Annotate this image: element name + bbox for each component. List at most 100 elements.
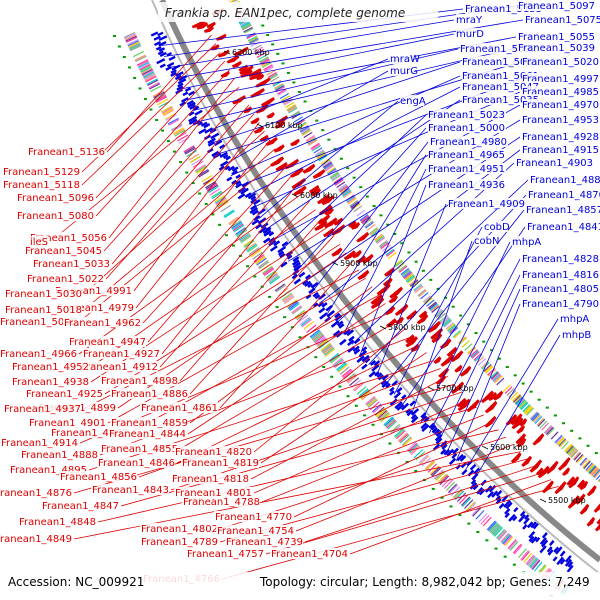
gene-label[interactable]: Franean1_5055	[518, 32, 595, 43]
gene-label[interactable]: mraY	[456, 15, 483, 26]
gene-label[interactable]: Franean1_5045	[25, 246, 102, 257]
gene-label[interactable]: Franean1_4859	[111, 418, 188, 429]
gene-label[interactable]: Franean1_4754	[217, 526, 294, 537]
forward-gene-arrow	[159, 51, 167, 57]
gene-label[interactable]: Franean1_4820	[175, 447, 252, 458]
gene-label[interactable]: mhpB	[562, 330, 591, 341]
gene-label[interactable]: Franean1_4801	[175, 488, 252, 499]
gene-label[interactable]: Franean1_5033	[33, 259, 110, 270]
gene-label[interactable]: Franean1_4704	[271, 549, 348, 560]
gene-label[interactable]: Franean1_4925	[26, 389, 103, 400]
gene-label[interactable]: Franean1_4819	[182, 458, 259, 469]
gene-label[interactable]: Franean1_4816	[522, 270, 599, 281]
gene-label[interactable]: Franean1_4870	[528, 190, 600, 201]
gene-label[interactable]: Franean1_5129	[3, 167, 80, 178]
gene-label[interactable]: Franean1_5030	[5, 289, 82, 300]
gene-label[interactable]: ileS	[30, 237, 48, 248]
gene-label[interactable]: Franean1_4848	[19, 517, 96, 528]
gene-label[interactable]: Franean1_4788	[183, 497, 260, 508]
gene-label[interactable]: Franean1_5081	[462, 57, 539, 68]
gene-label[interactable]: mhpA	[512, 237, 541, 248]
gene-label[interactable]: Franean1_5133	[465, 4, 542, 15]
gene-label[interactable]: Franean1_4855	[101, 444, 178, 455]
gene-label[interactable]: Franean1_4951	[428, 164, 505, 175]
gene-label[interactable]: Franean1_4856	[60, 472, 137, 483]
gene-label[interactable]: Franean1_4886	[111, 389, 188, 400]
gene-label[interactable]: Franean1_4915	[522, 145, 599, 156]
gene-label[interactable]: Franean1_4895	[10, 465, 87, 476]
gene-label[interactable]: Franean1_4887	[51, 428, 128, 439]
gene-label[interactable]: Franean1_4790	[522, 299, 599, 310]
gene-label[interactable]: Franean1_4952	[12, 362, 89, 373]
gene-label[interactable]: Franean1_4889	[530, 175, 600, 186]
gene-label[interactable]: Franean1_4847	[42, 501, 119, 512]
gene-label[interactable]: Franean1_5075	[525, 15, 600, 26]
gene-label[interactable]: Franean1_4841	[527, 222, 600, 233]
gene-label[interactable]: mhpA	[560, 314, 589, 325]
gene-label[interactable]: mraW	[390, 54, 420, 65]
gene-label[interactable]: Franean1_4953	[522, 115, 599, 126]
gene-label[interactable]: Franean1_5000	[428, 123, 505, 134]
gene-label[interactable]: cobN	[474, 236, 499, 247]
gene-label[interactable]: Franean1_4997	[522, 74, 599, 85]
gene-label[interactable]: Franean1_4789	[141, 537, 218, 548]
gene-label[interactable]: Franean1_4876	[0, 488, 72, 499]
gene-label[interactable]: engA	[400, 96, 426, 107]
gene-label[interactable]: Franean1_5056	[30, 233, 107, 244]
gene-label[interactable]: Franean1_5039	[518, 43, 595, 54]
gene-label[interactable]: Franean1_4927	[83, 349, 160, 360]
gene-label[interactable]: Franean1_4936	[428, 180, 505, 191]
gene-label[interactable]: Franean1_5080	[17, 211, 94, 222]
gene-label[interactable]: Franean1_4928	[522, 132, 599, 143]
gene-label[interactable]: Franean1_4985	[522, 87, 599, 98]
gene-label[interactable]: Franean1_5136	[28, 147, 105, 158]
gene-label[interactable]: Franean1_5096	[17, 193, 94, 204]
gene-label[interactable]: cobD	[484, 222, 510, 233]
gene-label[interactable]: Franean1_5006	[0, 317, 77, 328]
gene-label[interactable]: Franean1_4966	[0, 349, 77, 360]
gene-label[interactable]: Franean1_4818	[172, 474, 249, 485]
gene-label[interactable]: Franean1_4991	[55, 286, 132, 297]
gene-label[interactable]: Franean1_4857	[526, 205, 600, 216]
annotation-tick	[211, 190, 222, 198]
gene-label[interactable]: Franean1_4947	[69, 337, 146, 348]
gene-label[interactable]: Franean1_4828	[522, 254, 599, 265]
gene-label[interactable]: Franean1_4849	[0, 534, 72, 545]
gene-label[interactable]: Franean1_4901	[29, 418, 106, 429]
gene-label[interactable]: Franean1_5092	[460, 44, 537, 55]
gene-label[interactable]: Franean1_4770	[215, 512, 292, 523]
gene-label[interactable]: Franean1_4962	[64, 318, 141, 329]
gene-label[interactable]: Franean1_4739	[226, 537, 303, 548]
gene-label[interactable]: Franean1_5118	[3, 180, 80, 191]
gene-label[interactable]: Franean1_4980	[430, 137, 507, 148]
gene-label[interactable]: Franean1_4937	[4, 404, 81, 415]
gene-label[interactable]: Franean1_4844	[109, 429, 186, 440]
gene-label[interactable]: Franean1_4909	[448, 199, 525, 210]
gene-label[interactable]: Franean1_4888	[21, 450, 98, 461]
gene-label[interactable]: Franean1_5061	[462, 71, 539, 82]
gene-label[interactable]: Franean1_4912	[81, 362, 158, 373]
gene-label[interactable]: Franean1_4965	[428, 150, 505, 161]
gene-label[interactable]: Franean1_5022	[27, 274, 104, 285]
gene-label[interactable]: Franean1_4914	[1, 438, 78, 449]
gene-label[interactable]: Franean1_4843	[92, 485, 169, 496]
gene-label[interactable]: Franean1_4970	[522, 100, 599, 111]
gene-label[interactable]: Franean1_4903	[516, 158, 593, 169]
gene-label[interactable]: Franean1_5097	[518, 1, 595, 12]
gene-label[interactable]: Franean1_4802	[141, 524, 218, 535]
gene-label[interactable]: Franean1_4898	[101, 376, 178, 387]
gene-label[interactable]: murG	[390, 66, 418, 77]
gene-label[interactable]: Franean1_5020	[522, 57, 599, 68]
gene-label[interactable]: Franean1_4938	[12, 377, 89, 388]
gene-label[interactable]: Franean1_4846	[98, 458, 175, 469]
annotation-tick	[376, 408, 387, 418]
gene-label[interactable]: Franean1_5047	[462, 82, 539, 93]
gene-label[interactable]: Franean1_4861	[141, 403, 218, 414]
gene-label[interactable]: Franean1_4757	[187, 549, 264, 560]
gene-label[interactable]: Franean1_4805	[522, 284, 599, 295]
gene-label[interactable]: Franean1_4979	[57, 303, 134, 314]
gene-label[interactable]: Franean1_5018	[5, 305, 82, 316]
gene-label[interactable]: Franean1_5023	[428, 110, 505, 121]
gene-label[interactable]: murD	[456, 29, 484, 40]
gene-label[interactable]: Franean1_5035	[462, 95, 539, 106]
